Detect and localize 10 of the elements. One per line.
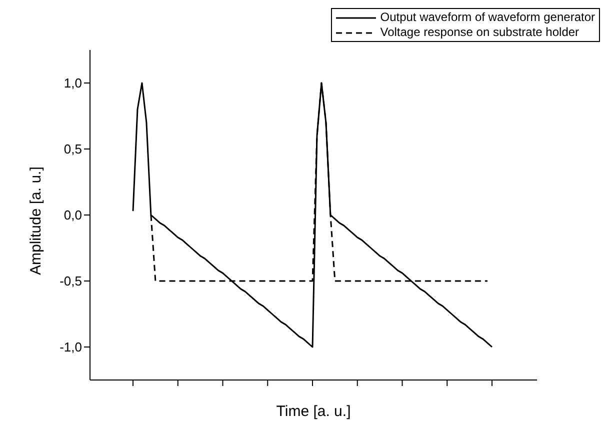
line-series xyxy=(132,82,493,348)
y-tick-label: 0,0 xyxy=(64,208,82,223)
y-tick-label: -1,0 xyxy=(60,340,82,355)
y-tick-label: 1,0 xyxy=(64,76,82,91)
legend-label: Output waveform of waveform generator xyxy=(380,10,595,25)
y-tick-label: 0,5 xyxy=(64,142,82,157)
x-axis-title: Time [a. u.] xyxy=(276,403,351,420)
legend-label: Voltage response on substrate holder xyxy=(380,25,580,40)
y-tick-label: -0,5 xyxy=(60,274,82,289)
y-axis-title: Amplitude [a. u.] xyxy=(27,166,44,275)
